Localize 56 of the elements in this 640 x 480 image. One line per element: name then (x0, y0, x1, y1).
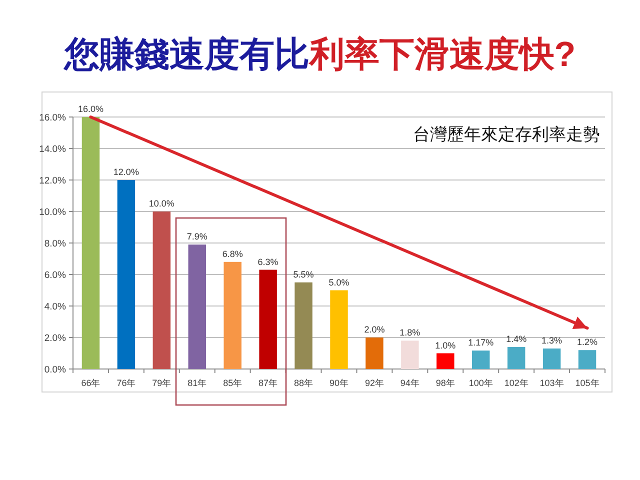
y-tick-label: 10.0% (39, 207, 67, 218)
bar (152, 212, 171, 369)
data-label: 6.8% (222, 248, 243, 259)
x-tick-label: 94年 (400, 378, 420, 388)
x-tick-label: 105年 (575, 378, 600, 388)
data-label: 5.5% (293, 269, 314, 280)
chart-title: 您賺錢速度有比利率下滑速度快? (62, 35, 576, 74)
text: 台灣歷年來定存利率走勢 (413, 125, 600, 144)
x-tick-label: 102年 (504, 378, 528, 388)
data-label: 12.0% (113, 167, 139, 177)
x-tick-label: 92年 (364, 378, 384, 388)
x-tick-label: 81年 (188, 378, 207, 388)
bar (117, 180, 136, 369)
data-label: 1.8% (400, 328, 420, 338)
bar (82, 117, 100, 369)
bar (578, 350, 596, 369)
bar (259, 270, 277, 369)
bar (507, 346, 526, 369)
data-label: 1.0% (435, 340, 456, 350)
bar (294, 282, 312, 369)
x-tick-label: 76年 (116, 378, 136, 388)
data-label: 1.2% (577, 337, 598, 348)
bar (436, 353, 454, 369)
bar (224, 262, 242, 369)
y-tick-label: 16.0% (39, 112, 67, 124)
data-label: 16.0% (78, 104, 104, 114)
data-label: 5.0% (328, 277, 350, 288)
x-tick-label: 90年 (329, 378, 349, 388)
y-tick-label: 6.0% (44, 270, 67, 281)
x-tick-label: 66年 (81, 378, 100, 388)
x-tick-label: 98年 (436, 378, 455, 388)
data-label: 1.4% (506, 334, 527, 344)
x-tick-label: 85年 (223, 378, 242, 388)
y-tick-label: 2.0% (44, 333, 67, 344)
bar (188, 244, 206, 369)
data-label: 6.3% (258, 256, 278, 267)
x-tick-label: 87年 (258, 378, 278, 388)
bar (542, 348, 561, 369)
bar (366, 338, 384, 369)
bar (472, 350, 490, 369)
bar (401, 340, 419, 369)
y-tick-label: 4.0% (44, 302, 67, 312)
data-label: 1.3% (542, 336, 562, 346)
y-tick-label: 12.0% (39, 176, 67, 186)
x-tick-label: 103年 (540, 378, 564, 388)
y-tick-label: 0.0% (44, 364, 67, 376)
x-tick-label: 88年 (294, 378, 314, 388)
data-label: 2.0% (364, 324, 385, 334)
y-tick-label: 8.0% (44, 238, 67, 250)
bar (330, 290, 348, 369)
data-label: 7.9% (186, 232, 208, 242)
x-tick-label: 100年 (468, 378, 493, 388)
x-tick-label: 79年 (152, 378, 172, 388)
data-label: 10.0% (148, 198, 174, 208)
data-label: 1.17% (468, 338, 494, 348)
y-tick-label: 14.0% (39, 144, 67, 155)
